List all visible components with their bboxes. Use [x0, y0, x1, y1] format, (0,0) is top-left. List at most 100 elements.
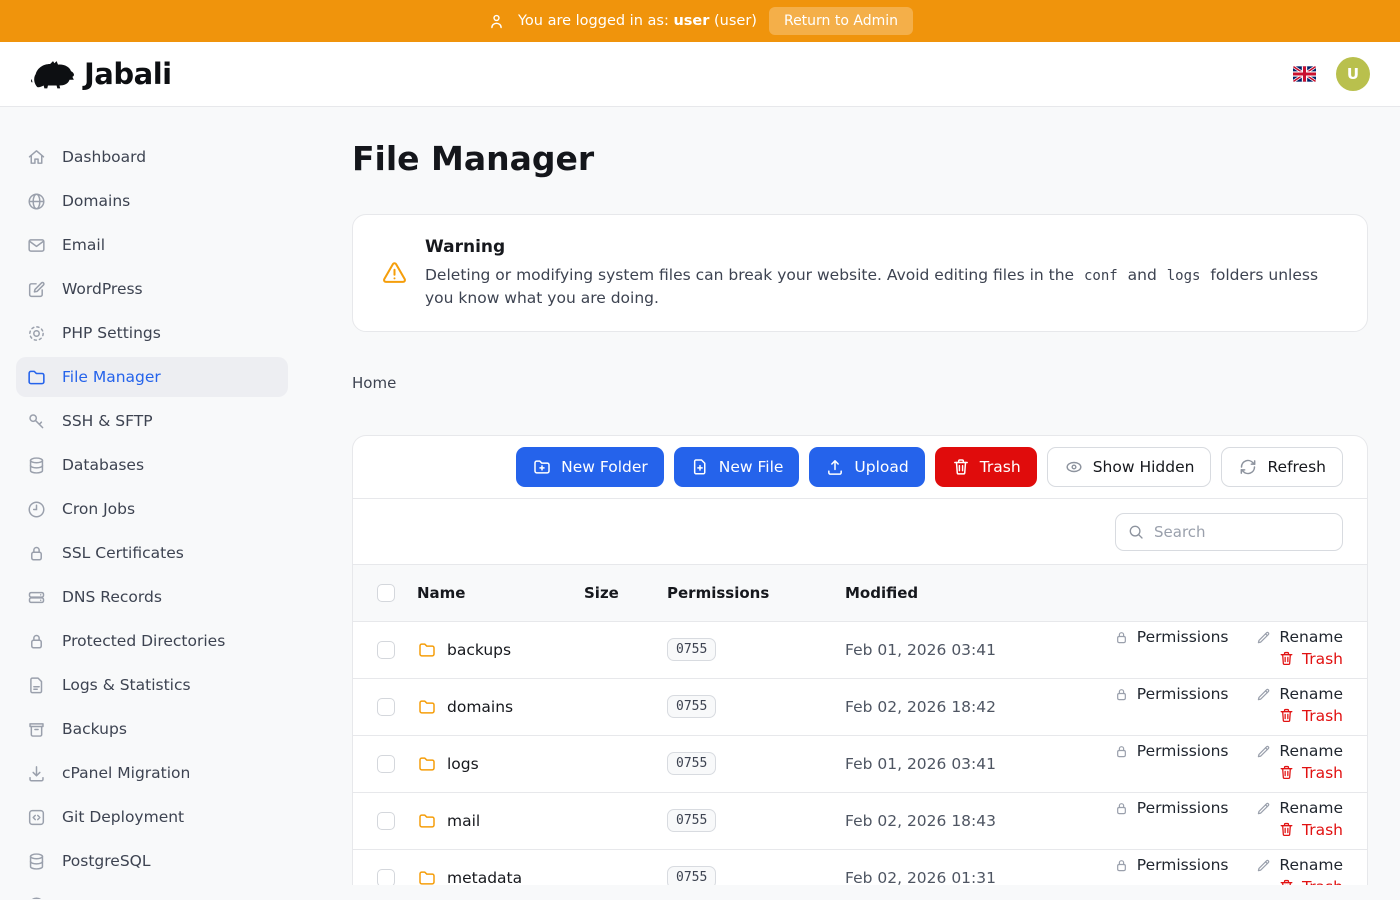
sidebar-item-ssl-certificates[interactable]: SSL Certificates: [16, 533, 288, 573]
row-checkbox[interactable]: [377, 754, 395, 773]
sidebar-item-dashboard[interactable]: Dashboard: [16, 137, 288, 177]
file-name[interactable]: logs: [447, 754, 479, 773]
warning-body: Warning Deleting or modifying system fil…: [425, 237, 1339, 309]
search-box: [1115, 512, 1343, 551]
code-conf: conf: [1084, 268, 1118, 284]
lock-icon: [1113, 743, 1130, 760]
file-name[interactable]: mail: [447, 811, 481, 830]
upload-button[interactable]: Upload: [809, 446, 925, 487]
circle-icon: [26, 895, 47, 900]
permissions-action[interactable]: Permissions: [1113, 685, 1228, 703]
permissions-badge: 0755: [667, 809, 717, 833]
uk-flag-icon[interactable]: [1293, 66, 1316, 82]
file-modified: Feb 02, 2026 18:43: [845, 792, 1057, 850]
sidebar-item-git-deployment[interactable]: Git Deployment: [16, 797, 288, 837]
download-icon: [26, 763, 47, 784]
search-row: [353, 499, 1367, 564]
folder-icon: [417, 754, 437, 774]
archive-icon: [26, 719, 47, 740]
boar-logo-icon: [30, 58, 76, 90]
file-size: [584, 849, 667, 885]
trash-action[interactable]: Trash: [1278, 707, 1343, 725]
new-folder-button[interactable]: New Folder: [516, 446, 664, 487]
permissions-action[interactable]: Permissions: [1113, 742, 1228, 760]
folder-icon: [417, 811, 437, 831]
permissions-action[interactable]: Permissions: [1113, 628, 1228, 646]
login-username: user: [673, 13, 710, 29]
sidebar-item-partial[interactable]: [16, 885, 288, 899]
rename-action[interactable]: Rename: [1255, 628, 1343, 646]
breadcrumb: Home: [352, 374, 1368, 392]
sidebar-item-databases[interactable]: Databases: [16, 445, 288, 485]
sidebar-item-ssh-sftp[interactable]: SSH & SFTP: [16, 401, 288, 441]
file-name[interactable]: backups: [447, 640, 512, 659]
refresh-button[interactable]: Refresh: [1221, 446, 1343, 487]
sidebar-item-file-manager[interactable]: File Manager: [16, 357, 288, 397]
sidebar-item-wordpress[interactable]: WordPress: [16, 269, 288, 309]
folder-icon: [26, 367, 47, 388]
folder-icon: [417, 697, 437, 717]
edit-icon: [26, 279, 47, 300]
login-message-prefix: You are logged in as:: [517, 13, 669, 29]
file-name[interactable]: metadata: [447, 868, 523, 885]
search-input[interactable]: [1115, 512, 1343, 551]
trash-action[interactable]: Trash: [1278, 650, 1343, 668]
show-hidden-button[interactable]: Show Hidden: [1046, 446, 1212, 487]
sidebar-item-cpanel-migration[interactable]: cPanel Migration: [16, 753, 288, 793]
return-to-admin-button[interactable]: Return to Admin: [768, 7, 913, 35]
pencil-icon: [1255, 629, 1272, 646]
trash-action[interactable]: Trash: [1278, 878, 1343, 885]
column-permissions: Permissions: [667, 563, 845, 622]
rename-action[interactable]: Rename: [1255, 742, 1343, 760]
person-icon: [487, 12, 506, 31]
rename-action[interactable]: Rename: [1255, 856, 1343, 874]
sidebar-item-protected-directories[interactable]: Protected Directories: [16, 621, 288, 661]
file-modified: Feb 01, 2026 03:41: [845, 735, 1057, 793]
user-avatar[interactable]: U: [1336, 57, 1370, 91]
trash-action[interactable]: Trash: [1278, 764, 1343, 782]
trash-button[interactable]: Trash: [934, 446, 1037, 487]
sidebar-item-dns-records[interactable]: DNS Records: [16, 577, 288, 617]
row-checkbox[interactable]: [377, 697, 395, 716]
lock-icon: [1113, 629, 1130, 646]
row-checkbox[interactable]: [377, 811, 395, 830]
sidebar-item-email[interactable]: Email: [16, 225, 288, 265]
sidebar-item-logs-statistics[interactable]: Logs & Statistics: [16, 665, 288, 705]
globe-icon: [26, 191, 47, 212]
row-checkbox[interactable]: [377, 868, 395, 885]
permissions-action[interactable]: Permissions: [1113, 856, 1228, 874]
select-all-checkbox[interactable]: [377, 583, 395, 602]
file-name[interactable]: domains: [447, 697, 514, 716]
trash-icon: [1278, 707, 1295, 724]
brand-logo[interactable]: Jabali: [30, 57, 172, 91]
rename-action[interactable]: Rename: [1255, 799, 1343, 817]
new-file-button[interactable]: New File: [673, 446, 800, 487]
database-icon: [26, 455, 47, 476]
lock-icon: [1113, 857, 1130, 874]
sidebar-item-php-settings[interactable]: PHP Settings: [16, 313, 288, 353]
column-modified: Modified: [845, 563, 1057, 622]
file-table: Name Size Permissions Modified backups 0…: [353, 563, 1367, 885]
sidebar-item-cron-jobs[interactable]: Cron Jobs: [16, 489, 288, 529]
file-manager-card: New Folder New File Upload Trash Show Hi…: [352, 434, 1368, 885]
warning-text: Deleting or modifying system files can b…: [425, 266, 1319, 307]
row-checkbox[interactable]: [377, 640, 395, 659]
warning-banner: Warning Deleting or modifying system fil…: [352, 214, 1368, 332]
permissions-badge: 0755: [667, 752, 717, 776]
file-modified: Feb 02, 2026 01:31: [845, 849, 1057, 885]
sidebar-item-backups[interactable]: Backups: [16, 709, 288, 749]
sidebar-item-postgresql[interactable]: PostgreSQL: [16, 841, 288, 881]
home-icon: [26, 147, 47, 168]
mail-icon: [26, 235, 47, 256]
file-text-icon: [26, 675, 47, 696]
column-actions: [1057, 563, 1367, 622]
trash-action[interactable]: Trash: [1278, 821, 1343, 839]
sidebar: Dashboard Domains Email WordPress PHP Se…: [0, 107, 304, 899]
header-actions: U: [1293, 57, 1370, 91]
sidebar-item-domains[interactable]: Domains: [16, 181, 288, 221]
breadcrumb-home[interactable]: Home: [352, 373, 397, 392]
permissions-action[interactable]: Permissions: [1113, 799, 1228, 817]
rename-action[interactable]: Rename: [1255, 685, 1343, 703]
lock-icon: [26, 631, 47, 652]
app-header: Jabali U: [0, 42, 1400, 107]
